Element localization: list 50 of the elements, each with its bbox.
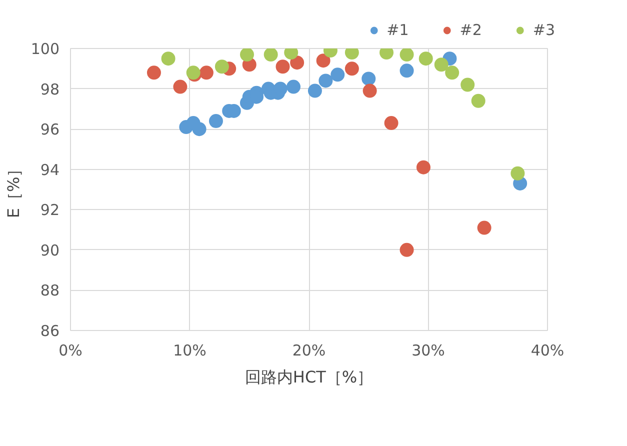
point xyxy=(192,122,206,136)
point xyxy=(276,60,290,74)
point xyxy=(362,84,377,98)
x-tick-label: 40% xyxy=(530,342,564,360)
legend-label: #3 xyxy=(532,21,555,39)
legend-label: #2 xyxy=(460,21,482,39)
point xyxy=(199,66,214,80)
y-tick-label: 90 xyxy=(40,241,60,260)
point xyxy=(400,242,414,257)
point xyxy=(290,56,304,70)
point xyxy=(208,114,223,128)
point xyxy=(434,58,448,72)
point xyxy=(173,80,188,94)
y-tick-label: 88 xyxy=(40,282,60,300)
point xyxy=(510,166,525,180)
point xyxy=(161,52,176,66)
x-tick-label: 30% xyxy=(412,342,445,360)
point xyxy=(477,220,492,235)
point xyxy=(330,68,345,82)
point xyxy=(240,48,254,62)
y-tick-label: 92 xyxy=(40,201,60,220)
point xyxy=(362,72,376,86)
point xyxy=(400,64,414,78)
x-tick-label: 20% xyxy=(292,342,326,360)
x-tick-label: 0% xyxy=(58,342,82,360)
y-tick-label: 98 xyxy=(40,80,60,98)
point xyxy=(308,84,322,98)
point xyxy=(400,48,414,62)
point xyxy=(214,60,229,74)
y-tick-label: 94 xyxy=(40,160,60,179)
point xyxy=(460,78,475,92)
point xyxy=(146,66,161,80)
point xyxy=(418,52,433,66)
point xyxy=(471,94,486,108)
y-axis-title: E［%］ xyxy=(4,160,23,218)
point xyxy=(273,82,288,96)
point xyxy=(264,48,278,62)
legend-label: #1 xyxy=(386,21,409,39)
x-tick-label: 10% xyxy=(173,342,206,360)
y-tick-label: 86 xyxy=(40,322,60,340)
point xyxy=(286,80,300,94)
point xyxy=(416,160,430,174)
y-tick-label: 100 xyxy=(30,40,60,58)
point xyxy=(384,116,398,130)
y-tick-label: 96 xyxy=(40,120,60,139)
point xyxy=(318,74,333,88)
point xyxy=(445,66,460,80)
point xyxy=(316,54,330,68)
x-axis-title: 回路内HCT［%］ xyxy=(244,368,374,386)
point xyxy=(344,62,359,76)
